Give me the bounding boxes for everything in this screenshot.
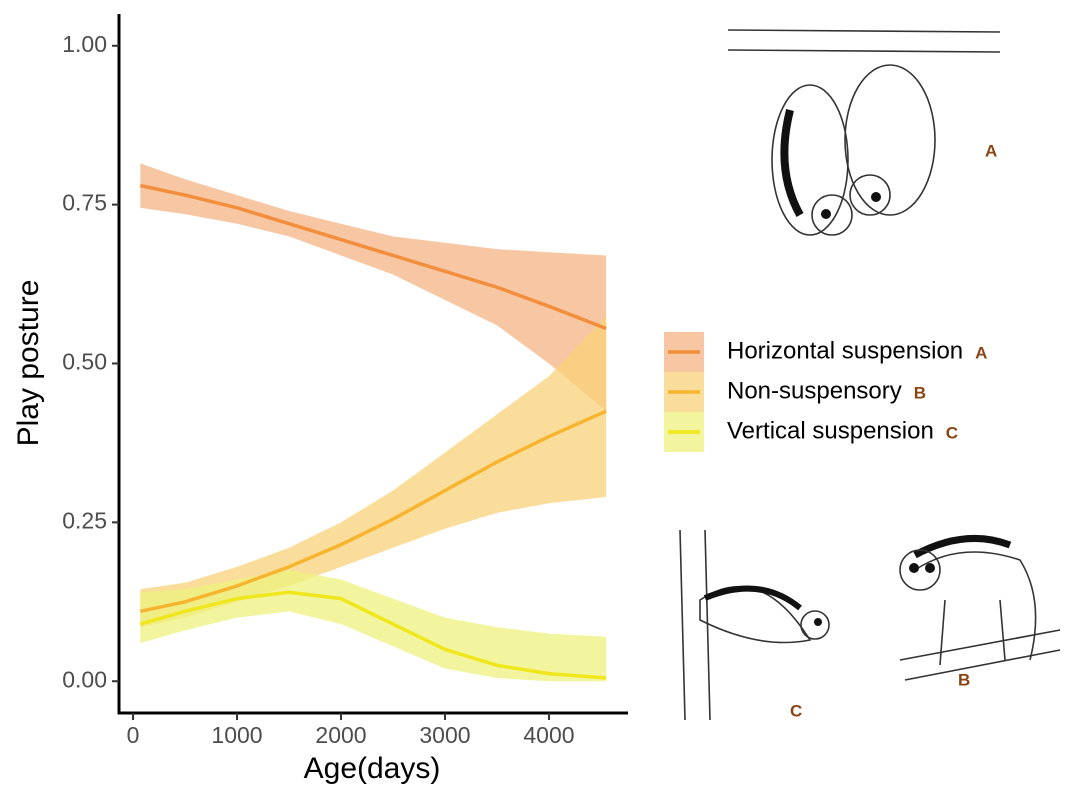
legend-label: Non-suspensory bbox=[727, 377, 902, 404]
legend-label: Horizontal suspension bbox=[727, 337, 963, 364]
illustration-label: A bbox=[985, 141, 997, 160]
y-tick-label: 0.75 bbox=[62, 190, 107, 216]
legend-tag: B bbox=[914, 383, 926, 402]
legend-tag: A bbox=[975, 343, 987, 362]
y-tick-label: 0.25 bbox=[62, 507, 107, 533]
legend-tag: C bbox=[946, 423, 958, 442]
x-tick-label: 2000 bbox=[315, 722, 366, 748]
x-tick-label: 4000 bbox=[523, 722, 574, 748]
y-tick-label: 0.50 bbox=[62, 349, 107, 375]
plot-area bbox=[140, 163, 606, 681]
chart: Age(days) Play posture A C B 0.00 0.25 0.5… bbox=[0, 0, 1078, 789]
x-tick-label: 1000 bbox=[211, 722, 262, 748]
confidence-band bbox=[140, 316, 606, 627]
illustration-a bbox=[728, 30, 1000, 235]
y-axis-title: Play posture bbox=[12, 280, 45, 447]
y-tick-label: 0.00 bbox=[62, 666, 107, 692]
x-tick-label: 3000 bbox=[419, 722, 470, 748]
x-axis-title: Age(days) bbox=[304, 752, 441, 785]
illustration-c bbox=[680, 530, 829, 720]
legend-label: Vertical suspension bbox=[727, 417, 934, 444]
illustration-b bbox=[900, 538, 1060, 680]
illustration-label: B bbox=[958, 670, 970, 689]
confidence-band bbox=[140, 570, 606, 681]
illustration-label: C bbox=[790, 701, 802, 720]
y-tick-label: 1.00 bbox=[62, 31, 107, 57]
x-tick-label: 0 bbox=[127, 722, 140, 748]
